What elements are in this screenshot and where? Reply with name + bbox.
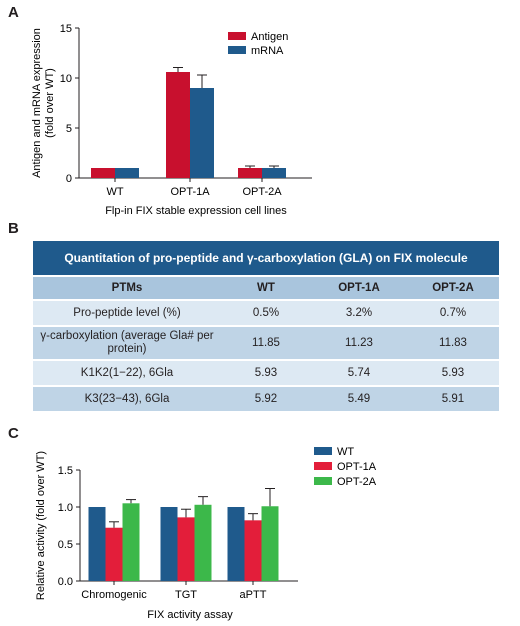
y-tick-label: 5	[66, 123, 72, 135]
cell-opt1a: 5.49	[311, 385, 407, 411]
x-tick-label: WT	[106, 186, 123, 198]
cell-wt: 11.85	[221, 325, 311, 360]
legend-label-antigen: Antigen	[251, 31, 288, 43]
x-tick-label: OPT-1A	[170, 186, 210, 198]
legend-swatch-opt-1a	[314, 462, 332, 470]
cell-opt2a: 5.93	[407, 359, 499, 386]
legend-label-wt: WT	[337, 446, 354, 458]
y-tick-label: 10	[60, 73, 72, 85]
cell-opt1a: 5.74	[311, 359, 407, 386]
bar-wt-aptt	[227, 507, 245, 581]
x-tick-label: Chromogenic	[81, 589, 147, 601]
x-tick-label: aPTT	[240, 589, 267, 601]
panel-a-label: A	[8, 4, 19, 21]
bar-mrna-opt-1a	[190, 88, 214, 178]
table-title: Quantitation of pro-peptide and γ-carbox…	[33, 241, 499, 275]
y-tick-label: 0.0	[58, 576, 73, 588]
ptm-table-grid: PTMs WT OPT-1A OPT-2A Pro-peptide level …	[33, 275, 499, 411]
column-header-opt2a: OPT-2A	[407, 275, 499, 300]
cell-opt1a: 3.2%	[311, 299, 407, 326]
cell-wt: 5.93	[221, 359, 311, 386]
cell-wt: 0.5%	[221, 299, 311, 326]
cell-opt2a: 0.7%	[407, 299, 499, 326]
x-tick-label: TGT	[175, 589, 197, 601]
table-row: γ-carboxylation (average Gla# per protei…	[33, 325, 499, 360]
bar-opt-1a-chromogenic	[105, 527, 123, 581]
bar-antigen-opt-1a	[166, 72, 190, 178]
table-row: K3(23−43), 6Gla 5.92 5.49 5.91	[33, 385, 499, 411]
bar-mrna-wt	[115, 168, 139, 178]
legend-swatch-wt	[314, 447, 332, 455]
y-tick-label: 15	[60, 23, 72, 35]
legend-label-opt-1a: OPT-1A	[337, 461, 377, 473]
bar-opt-2a-aptt	[261, 506, 279, 581]
bar-opt-1a-tgt	[177, 517, 195, 581]
table-row: K1K2(1−22), 6Gla 5.93 5.74 5.93	[33, 359, 499, 386]
bar-opt-2a-chromogenic	[122, 503, 140, 581]
y-axis-label: Antigen and mRNA expression	[31, 28, 43, 178]
column-header-opt1a: OPT-1A	[311, 275, 407, 300]
activity-bar-chart: 0.0 0.5 1.0 1.5 Relative activity (fold over…	[35, 446, 377, 621]
y-tick-label: 1.5	[58, 465, 73, 477]
cell-wt: 5.92	[221, 385, 311, 411]
y-tick-label: 1.0	[58, 502, 73, 514]
x-tick-label: OPT-2A	[242, 186, 282, 198]
legend-label-mrna: mRNA	[251, 45, 284, 57]
bar-opt-2a-tgt	[194, 504, 212, 581]
legend-swatch-opt-2a	[314, 477, 332, 485]
column-header-ptms: PTMs	[33, 275, 221, 300]
table-header-row: PTMs WT OPT-1A OPT-2A	[33, 275, 499, 300]
x-axis-label: FIX activity assay	[147, 609, 233, 621]
y-tick-label: 0.5	[58, 539, 73, 551]
x-axis-label: Flp-in FIX stable expression cell lines	[105, 205, 287, 217]
table-row: Pro-peptide level (%) 0.5% 3.2% 0.7%	[33, 299, 499, 326]
bar-antigen-wt	[91, 168, 115, 178]
bar-mrna-opt-2a	[262, 168, 286, 178]
bar-opt-1a-aptt	[244, 520, 262, 581]
cell-ptm: K3(23−43), 6Gla	[33, 385, 221, 411]
cell-ptm: K1K2(1−22), 6Gla	[33, 359, 221, 386]
panel-c-label: C	[8, 425, 19, 442]
y-tick-label: 0	[66, 173, 72, 185]
legend-swatch-antigen	[228, 32, 246, 40]
y-axis-label: Relative activity (fold over WT)	[35, 451, 47, 600]
bar-antigen-opt-2a	[238, 168, 262, 178]
column-header-wt: WT	[221, 275, 311, 300]
bar-wt-chromogenic	[88, 507, 106, 581]
ptm-table: Quantitation of pro-peptide and γ-carbox…	[33, 241, 499, 411]
panel-b-label: B	[8, 220, 19, 237]
y-axis-label: (fold over WT)	[44, 68, 56, 138]
cell-opt2a: 5.91	[407, 385, 499, 411]
bar-wt-tgt	[160, 507, 178, 581]
cell-opt1a: 11.23	[311, 325, 407, 360]
cell-ptm: γ-carboxylation (average Gla# per protei…	[33, 325, 221, 360]
expression-bar-chart: 0 5 10 15 Antigen and mRNA expression (fold o…	[31, 23, 312, 217]
cell-ptm: Pro-peptide level (%)	[33, 299, 221, 326]
legend-swatch-mrna	[228, 46, 246, 54]
legend-label-opt-2a: OPT-2A	[337, 476, 377, 488]
cell-opt2a: 11.83	[407, 325, 499, 360]
